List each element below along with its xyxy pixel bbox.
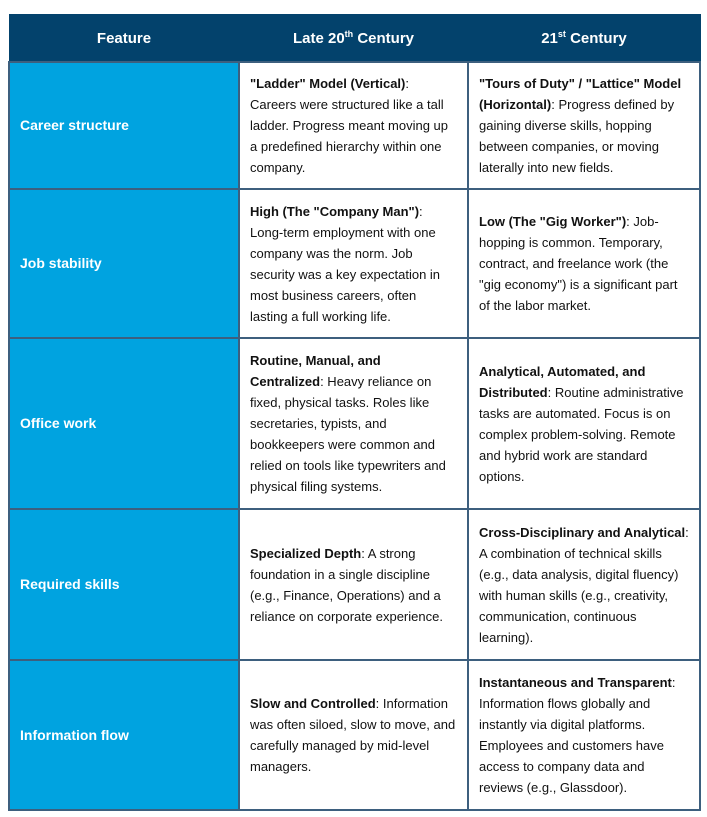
c21-heading: Cross-Disciplinary and Analytical <box>479 524 686 540</box>
header-c21-suffix: Century <box>565 30 627 47</box>
late20-text: : Long-term employment with one company … <box>250 203 441 324</box>
table-row: Career structure "Ladder" Model (Vertica… <box>8 61 701 190</box>
late20-heading: Specialized Depth <box>250 545 362 561</box>
21st-cell: Low (The "Gig Worker"): Job-hopping is c… <box>467 188 701 339</box>
header-late-20th-century: Late 20th Century <box>238 14 469 63</box>
feature-cell: Office work <box>8 337 240 510</box>
feature-cell: Job stability <box>8 188 240 339</box>
feature-cell: Required skills <box>8 508 240 661</box>
table-row: Required skills Specialized Depth: A str… <box>8 508 701 661</box>
c21-heading: Analytical, Automated, and Distributed <box>479 363 646 400</box>
c21-heading: Low (The "Gig Worker") <box>479 214 627 229</box>
late20-heading: Slow and Controlled <box>250 696 376 711</box>
late20-heading: "Ladder" Model (Vertical) <box>250 76 406 91</box>
c21-text: : A combination of technical skills (e.g… <box>479 524 689 645</box>
late-20th-cell: High (The "Company Man"): Long-term empl… <box>238 188 469 339</box>
late-20th-cell: Routine, Manual, and Centralized: Heavy … <box>238 337 469 510</box>
late20-heading: Routine, Manual, and Centralized <box>250 353 381 389</box>
header-late20-suffix: Century <box>353 30 415 47</box>
c21-heading: Instantaneous and Transparent <box>479 675 672 690</box>
21st-cell: Instantaneous and Transparent: Informati… <box>467 659 701 811</box>
c21-text: : Progress defined by gaining diverse sk… <box>479 97 675 175</box>
late20-text: : A strong foundation in a single discip… <box>250 545 443 624</box>
late20-text: : Heavy reliance on fixed, physical task… <box>250 374 446 494</box>
late-20th-cell: Slow and Controlled: Information was oft… <box>238 659 469 811</box>
late-20th-cell: "Ladder" Model (Vertical): Careers were … <box>238 61 469 190</box>
c21-heading: "Tours of Duty" / "Lattice" Model (Horiz… <box>479 76 682 112</box>
comparison-table: Feature Late 20th Century 21st Century C… <box>8 14 701 811</box>
21st-cell: Analytical, Automated, and Distributed: … <box>467 337 701 510</box>
late20-heading: High (The "Company Man") <box>250 203 420 219</box>
table-row: Job stability High (The "Company Man"): … <box>8 188 701 339</box>
header-c21-prefix: 21 <box>541 30 558 47</box>
header-late20-prefix: Late 20 <box>292 30 345 47</box>
21st-cell: "Tours of Duty" / "Lattice" Model (Horiz… <box>467 61 701 190</box>
late20-text: : Information was often siloed, slow to … <box>250 696 456 774</box>
late-20th-cell: Specialized Depth: A strong foundation i… <box>238 508 469 661</box>
late20-text: : Careers were structured like a tall la… <box>250 76 448 175</box>
feature-cell: Information flow <box>8 659 240 811</box>
header-c21-sup: st <box>557 29 566 39</box>
header-21st-century: 21st Century <box>467 14 701 63</box>
c21-text: : Routine administrative tasks are autom… <box>479 384 684 484</box>
header-row: Feature Late 20th Century 21st Century <box>8 14 701 63</box>
feature-cell: Career structure <box>8 61 240 190</box>
21st-cell: Cross-Disciplinary and Analytical: A com… <box>467 508 701 661</box>
table-row: Information flow Slow and Controlled: In… <box>8 659 701 811</box>
c21-text: : Information flows globally and instant… <box>479 675 676 795</box>
header-feature: Feature <box>8 14 240 63</box>
c21-text: : Job-hopping is common. Temporary, cont… <box>479 214 678 313</box>
header-late20-sup: th <box>344 29 354 39</box>
table-row: Office work Routine, Manual, and Central… <box>8 337 701 510</box>
